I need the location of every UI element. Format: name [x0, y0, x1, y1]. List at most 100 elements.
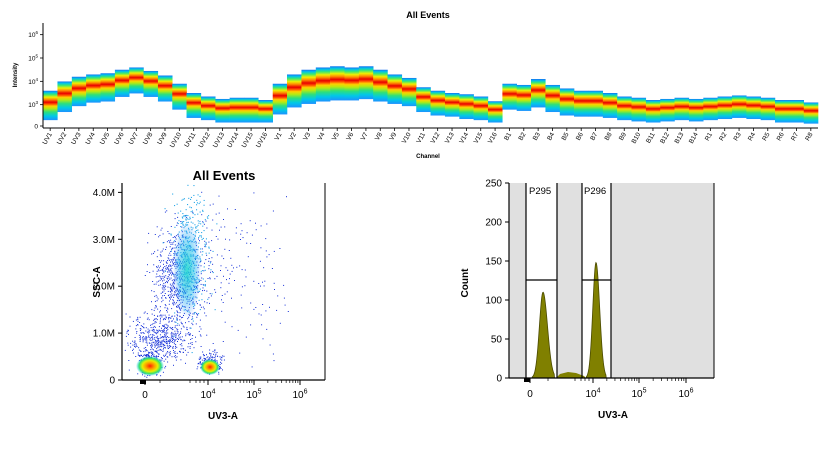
- scatter-event: [170, 233, 172, 235]
- scatter-event: [168, 348, 170, 349]
- spectrum-y-tick-label: 0: [34, 124, 38, 131]
- scatter-event: [150, 351, 152, 353]
- scatter-event: [199, 304, 201, 306]
- scatter-event: [197, 224, 199, 226]
- scatter-event: [162, 233, 164, 235]
- scatter-event: [158, 270, 160, 272]
- scatter-event: [174, 340, 176, 342]
- scatter-y-ticks: 0 1.0M 2.0M 3.0M 4.0M: [93, 188, 122, 387]
- scatter-event: [162, 351, 164, 352]
- scatter-event: [171, 356, 173, 358]
- scatter-event: [174, 353, 176, 354]
- scatter-event: [157, 343, 158, 345]
- scatter-event: [125, 313, 127, 315]
- scatter-event: [154, 326, 156, 328]
- scatter-event: [160, 357, 162, 359]
- scatter-event: [258, 283, 260, 284]
- scatter-event: [168, 269, 170, 271]
- scatter-event: [157, 298, 159, 300]
- scatter-event: [221, 295, 223, 296]
- scatter-event: [195, 226, 197, 228]
- scatter-event: [157, 347, 159, 349]
- scatter-event: [171, 264, 173, 266]
- spectrum-column-uv6: [114, 69, 130, 97]
- scatter-event: [204, 301, 206, 303]
- scatter-event: [177, 332, 179, 334]
- scatter-event: [211, 229, 213, 231]
- scatter-event: [214, 350, 216, 351]
- scatter-x-tick-label: 0: [142, 390, 148, 401]
- spectrum-column-b4: [545, 84, 561, 113]
- scatter-event: [172, 302, 174, 304]
- scatter-event: [250, 324, 252, 326]
- scatter-event: [175, 235, 177, 237]
- scatter-event: [174, 327, 176, 329]
- scatter-event: [209, 278, 211, 280]
- scatter-event: [151, 355, 152, 357]
- scatter-event: [154, 251, 156, 253]
- scatter-event: [176, 328, 178, 330]
- scatter-event: [151, 353, 153, 355]
- scatter-event: [217, 238, 219, 240]
- scatter-event: [174, 339, 176, 341]
- scatter-event: [175, 359, 177, 361]
- spectrum-channel-label: B11: [645, 131, 657, 144]
- scatter-event: [198, 242, 200, 244]
- scatter-event: [196, 230, 198, 232]
- scatter-event: [158, 260, 160, 261]
- scatter-event: [165, 316, 167, 318]
- scatter-event: [143, 338, 145, 340]
- scatter-event: [137, 352, 139, 354]
- scatter-event: [176, 319, 178, 321]
- scatter-event: [166, 337, 168, 339]
- scatter-event: [160, 270, 162, 271]
- scatter-event: [167, 260, 169, 261]
- scatter-event: [171, 242, 173, 244]
- scatter-event: [170, 277, 172, 279]
- scatter-event: [183, 215, 185, 217]
- scatter-event: [174, 315, 176, 317]
- scatter-event: [187, 215, 189, 217]
- spectrum-channel-label: R1: [704, 131, 714, 142]
- scatter-event: [216, 275, 218, 277]
- scatter-event: [138, 349, 140, 351]
- scatter-event: [133, 341, 135, 343]
- scatter-event: [176, 222, 178, 224]
- scatter-hotspots: [136, 222, 220, 376]
- scatter-event: [204, 244, 206, 246]
- scatter-event: [165, 354, 166, 356]
- scatter-event: [165, 340, 167, 342]
- scatter-event: [207, 356, 209, 358]
- scatter-event: [163, 347, 164, 349]
- scatter-event: [128, 333, 129, 335]
- scatter-event: [158, 353, 160, 355]
- histogram-y-tick-label: 200: [485, 218, 502, 229]
- scatter-event: [160, 340, 162, 342]
- scatter-event: [145, 338, 147, 340]
- scatter-event: [206, 357, 208, 359]
- scatter-event: [214, 278, 216, 280]
- scatter-event: [215, 353, 217, 355]
- scatter-event: [151, 352, 152, 354]
- scatter-event: [209, 358, 211, 360]
- scatter-event: [246, 242, 248, 244]
- scatter-event: [160, 284, 161, 286]
- scatter-event: [259, 260, 261, 262]
- scatter-event: [157, 332, 159, 334]
- scatter-event: [253, 280, 255, 282]
- scatter-event: [201, 238, 203, 240]
- scatter-event: [200, 251, 202, 253]
- scatter-event: [177, 212, 179, 214]
- scatter-event: [173, 318, 174, 320]
- scatter-event: [185, 219, 187, 221]
- scatter-event: [172, 247, 174, 249]
- scatter-event: [209, 357, 211, 359]
- scatter-event: [170, 251, 172, 252]
- scatter-event: [164, 341, 166, 343]
- scatter-event: [146, 355, 148, 357]
- scatter-event: [169, 300, 170, 302]
- scatter-event: [202, 278, 204, 280]
- scatter-event: [157, 308, 159, 310]
- scatter-event: [180, 226, 182, 228]
- scatter-event: [159, 279, 161, 281]
